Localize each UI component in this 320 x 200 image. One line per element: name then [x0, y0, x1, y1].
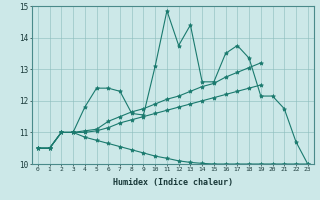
- X-axis label: Humidex (Indice chaleur): Humidex (Indice chaleur): [113, 178, 233, 187]
